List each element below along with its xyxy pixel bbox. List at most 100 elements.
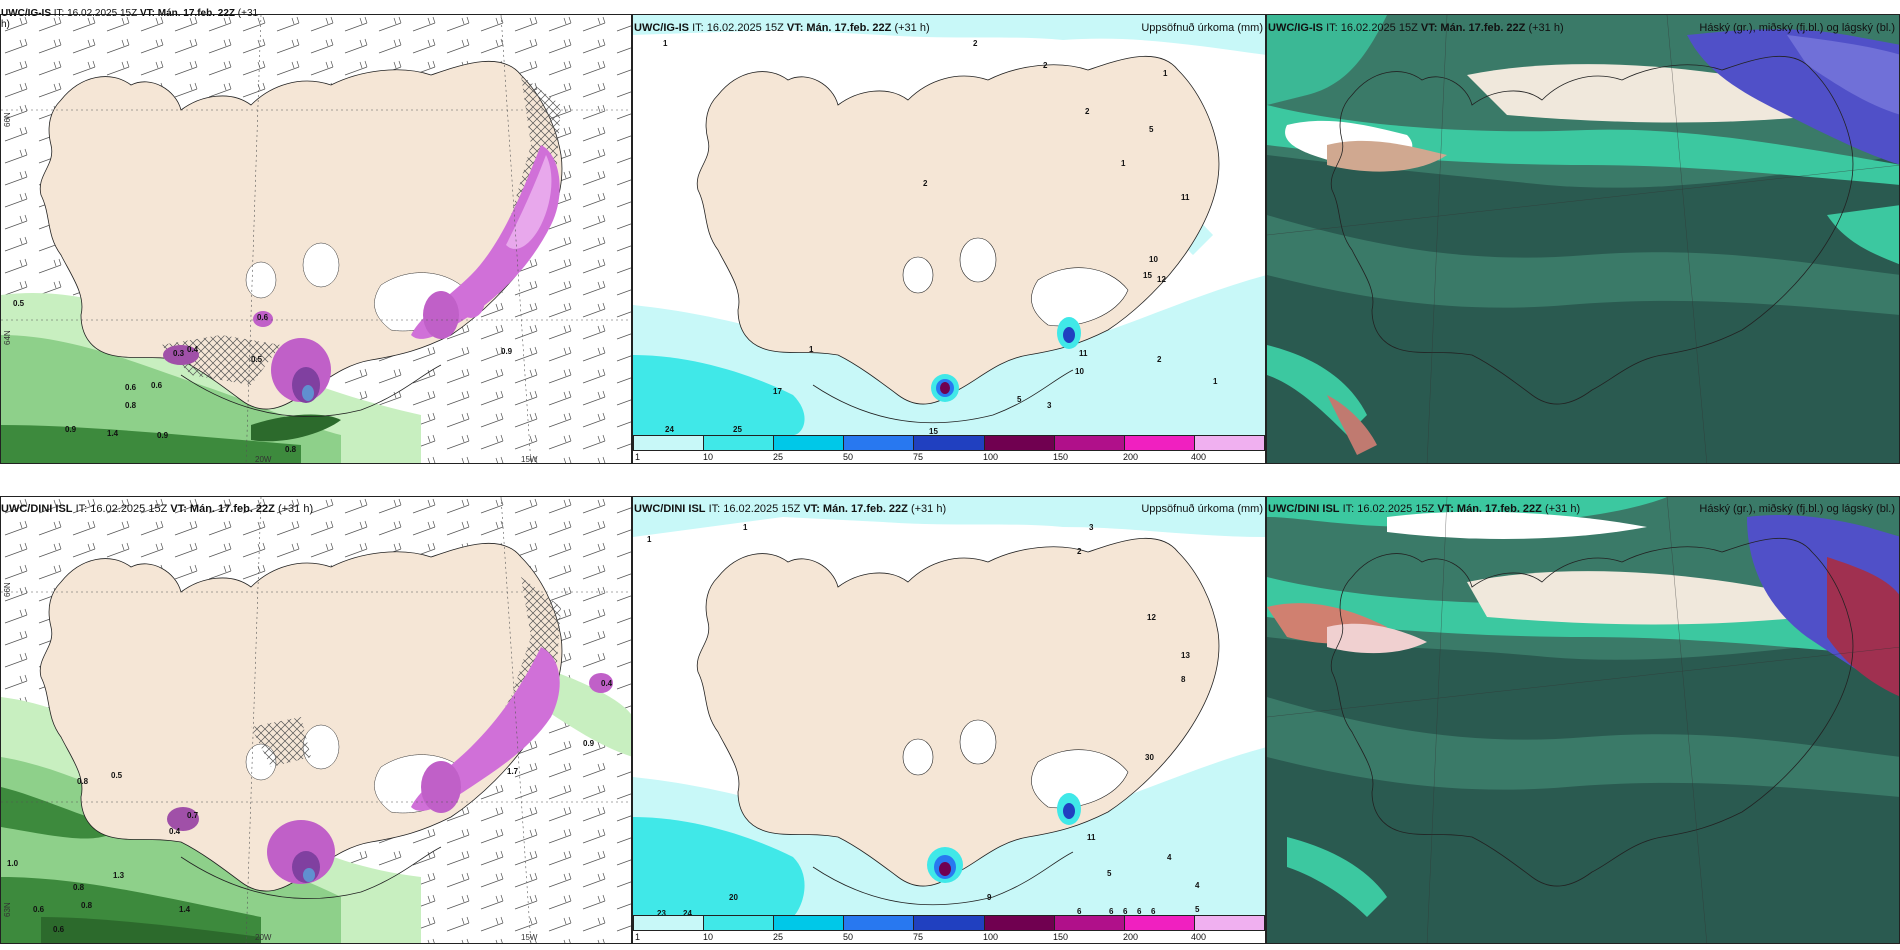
panel-field-label-top-mid: Uppsöfnuð úrkoma (mm): [1141, 22, 1263, 34]
panel-field-label-top-right: Háský (gr.), miðský (fj.bl.) og lágský (…: [1699, 22, 1895, 34]
panel-field-label-bottom-right: Háský (gr.), miðský (fj.bl.) og lágský (…: [1699, 503, 1895, 515]
colorbar-tick: 50: [843, 932, 854, 942]
colorbar-swatch: [844, 916, 915, 930]
precip-label: 15: [1143, 271, 1152, 280]
colorbar-tick: 200: [1123, 932, 1139, 942]
precip-label: 2: [1043, 61, 1048, 70]
precip-label: 10: [1149, 255, 1158, 264]
colorbar-tick: 150: [1053, 452, 1069, 462]
lead-time: (+31: [237, 8, 259, 19]
wind-label: 0.6: [33, 905, 45, 914]
lon-label-20w: 20W: [255, 933, 272, 942]
wind-label: 0.7: [187, 811, 199, 820]
lon-label-20w: 20W: [255, 455, 272, 464]
wind-label: 0.3: [173, 349, 185, 358]
valid-time: VT: Mán. 17.feb. 22Z: [139, 8, 235, 19]
colorbar-swatch: [914, 916, 985, 930]
lead-time: (+31 h): [1528, 22, 1564, 34]
map-top-right: [1267, 15, 1899, 463]
precip-label: 17: [773, 387, 782, 396]
map-bottom-left: [1, 497, 631, 943]
colorbar-tick: 10: [703, 452, 714, 462]
precip-label: 11: [1087, 833, 1096, 842]
wind-label: 0.4: [169, 827, 181, 836]
precip-label: 1: [1163, 69, 1168, 78]
panel-bottom-right-clouds: [1266, 496, 1900, 944]
panel-top-left-wind: 66N 64N 20W 15W 0.5 0.6 0.6 0.8 0.9 1.4 …: [0, 14, 632, 464]
model-name: UWC/IG-IS: [1, 8, 51, 19]
precip-label: 6: [1151, 907, 1156, 916]
lon-label-15w: 15W: [521, 455, 538, 464]
lead-time: (+31 h): [277, 503, 314, 515]
model-name: UWC/DINI ISL: [1268, 503, 1340, 515]
colorbar-swatch: [984, 436, 1055, 450]
lat-label-66n: 66N: [3, 582, 12, 597]
precip-label: 1: [743, 523, 748, 532]
precip-label: 4: [1167, 853, 1172, 862]
panel-top-mid-precip: 1 2 2 1 2 1 2 5 11 10 15 12 17 24 25 15 …: [632, 14, 1266, 464]
colorbar-swatch: [1054, 436, 1125, 450]
map-top-mid: [633, 15, 1265, 435]
wind-label: 0.6: [53, 925, 65, 934]
precip-label: 2: [1077, 547, 1082, 556]
wind-label: 0.9: [157, 431, 169, 440]
precip-label: 24: [683, 909, 692, 918]
precip-label: 20: [729, 893, 738, 902]
colorbar-swatch: [1124, 436, 1195, 450]
colorbar-swatch: [1194, 436, 1264, 450]
precip-label: 3: [1089, 523, 1094, 532]
colorbar-swatch: [774, 436, 845, 450]
precip-label: 5: [1017, 395, 1022, 404]
colorbar-tick: 25: [773, 932, 784, 942]
panel-field-label-bottom-mid: Uppsöfnuð úrkoma (mm): [1141, 503, 1263, 515]
wind-label: 0.6: [151, 381, 163, 390]
colorbar-tick: 100: [983, 452, 999, 462]
colorbar-tick: 25: [773, 452, 784, 462]
panel-bottom-left-wind: 66N 63N 20W 15W 0.8 0.5 1.0 0.8 0.6 0.8 …: [0, 496, 632, 944]
precip-label: 1: [809, 345, 814, 354]
wind-label: 1.3: [113, 871, 125, 880]
precip-label: 11: [1079, 349, 1088, 358]
panel-top-right-clouds: [1266, 14, 1900, 464]
precip-label: 1: [647, 535, 652, 544]
wind-label: 0.5: [13, 299, 25, 308]
precip-label: 9: [987, 893, 992, 902]
precip-label: 6: [1137, 907, 1142, 916]
precip-label: 2: [1157, 355, 1162, 364]
colorbar-swatch: [634, 916, 705, 930]
wind-label: 0.8: [77, 777, 89, 786]
wind-label: 1.4: [107, 429, 119, 438]
precip-label: 10: [1075, 367, 1084, 376]
valid-time: VT: Mán. 17.feb. 22Z: [1420, 22, 1526, 34]
precip-label: 6: [1077, 907, 1082, 916]
precip-label: 2: [1085, 107, 1090, 116]
init-time: IT: 16.02.2025 15Z: [1326, 22, 1418, 34]
precip-label: 12: [1147, 613, 1156, 622]
init-time: IT: 16.02.2025 15Z: [1342, 503, 1435, 515]
precip-label: 1: [1121, 159, 1126, 168]
precip-label: 6: [1123, 907, 1128, 916]
wind-label: 0.6: [257, 313, 269, 322]
precip-label: 15: [929, 427, 938, 436]
panel-title-bottom-mid: UWC/DINI ISL IT: 16.02.2025 15Z VT: Mán.…: [634, 503, 946, 515]
model-name: UWC/DINI ISL: [634, 503, 706, 515]
precip-label: 5: [1107, 869, 1112, 878]
wind-label: 0.4: [601, 679, 613, 688]
map-bottom-mid: [633, 497, 1265, 917]
colorbar-tick: 75: [913, 932, 924, 942]
lat-label-63n: 63N: [3, 902, 12, 917]
colorbar-tick: 150: [1053, 932, 1069, 942]
valid-time: VT: Mán. 17.feb. 22Z: [803, 503, 908, 515]
colorbar-tick: 75: [913, 452, 924, 462]
wind-label: 0.8: [81, 901, 93, 910]
precip-label: 13: [1181, 651, 1190, 660]
init-time: IT: 16.02.2025 15Z: [75, 503, 168, 515]
precip-label: 3: [1047, 401, 1052, 410]
panel-bottom-mid-precip: 1 1 2 3 12 13 8 30 11 20 23 24 9 6 5 4 4…: [632, 496, 1266, 944]
wind-label: 0.5: [111, 771, 123, 780]
map-top-left: [1, 15, 631, 463]
valid-time: VT: Mán. 17.feb. 22Z: [786, 22, 892, 34]
model-name: UWC/IG-IS: [634, 22, 689, 34]
lead-time: (+31 h): [1544, 503, 1581, 515]
precip-colorbar-top: [633, 435, 1265, 451]
